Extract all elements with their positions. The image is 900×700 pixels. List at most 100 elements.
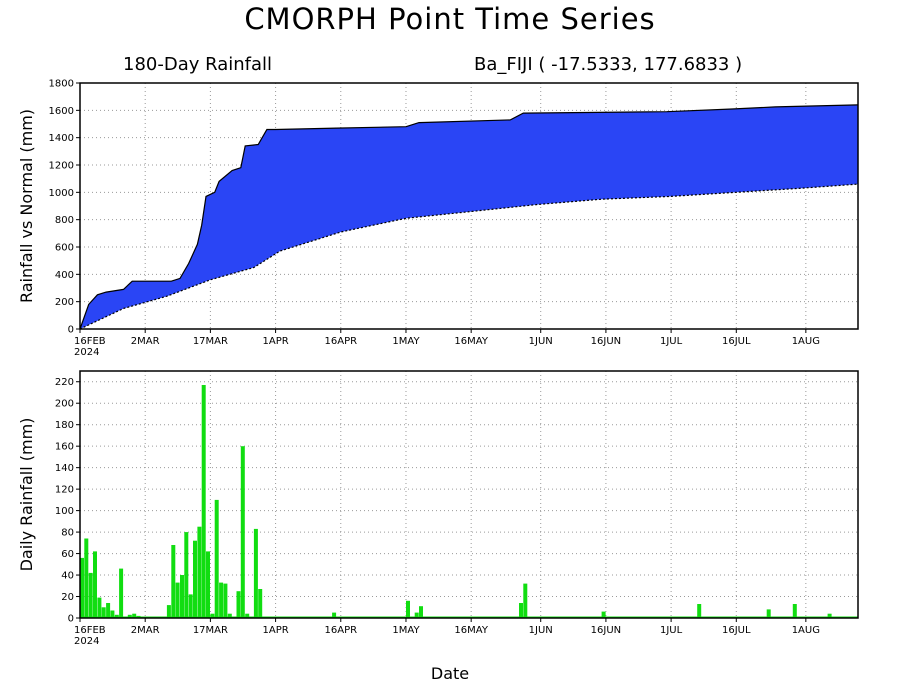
x-tick-label: 1MAY xyxy=(392,625,420,636)
daily-rainfall-bar xyxy=(127,614,132,618)
x-tick-label: 16MAY xyxy=(454,625,488,636)
y-tick-label: 160 xyxy=(55,442,74,453)
daily-rainfall-bar xyxy=(106,603,111,618)
plot-frame xyxy=(79,82,859,330)
x-tick-label: 16MAY xyxy=(454,336,488,347)
daily-rainfall-bar xyxy=(240,446,245,618)
x-tick-label: 2MAR xyxy=(131,625,160,636)
x-tick-label: 16JUL xyxy=(722,336,751,347)
x-tick-label: 16JUN xyxy=(591,336,621,347)
daily-rainfall-bar xyxy=(601,611,606,618)
y-tick-label: 220 xyxy=(55,377,74,388)
daily-rainfall-bar xyxy=(414,612,419,618)
daily-rainfall-bar xyxy=(210,613,215,618)
x-tick-label: 16APR xyxy=(325,625,358,636)
y-tick-label: 120 xyxy=(55,485,74,496)
daily-rainfall-bar xyxy=(766,609,771,618)
daily-rainfall-bar xyxy=(84,538,89,618)
daily-rainfall-bar xyxy=(114,614,119,618)
daily-rainfall-bar xyxy=(93,551,97,618)
x-tick-label: 1APR xyxy=(262,336,288,347)
x-tick-label: 1AUG xyxy=(792,336,820,347)
x-tick-label: 1JUN xyxy=(529,336,553,347)
y-tick-label: 1800 xyxy=(49,79,74,90)
chart-title: CMORPH Point Time Series xyxy=(244,2,656,36)
x-tick-label: 1JUL xyxy=(660,625,683,636)
x-tick-label: 17MAR xyxy=(193,336,228,347)
daily-rainfall-bar xyxy=(419,606,423,618)
daily-rainfall-bar xyxy=(180,575,184,618)
y-tick-label: 180 xyxy=(55,420,74,431)
x-tick-label: 1JUL xyxy=(660,336,683,347)
x-tick-label: 16APR xyxy=(325,336,358,347)
daily-rainfall-bar xyxy=(188,594,193,618)
daily-rainfall-bar xyxy=(201,385,206,618)
daily-rainfall-bar xyxy=(197,526,202,618)
x-tick-label: 2MAR xyxy=(131,336,160,347)
y-tick-label: 1600 xyxy=(49,106,74,117)
x-tick-label: 1APR xyxy=(262,625,288,636)
x-tick-label: 1AUG xyxy=(792,625,820,636)
y-tick-label: 80 xyxy=(61,528,74,539)
x-tick-label: 16JUN xyxy=(591,625,621,636)
y-tick-label: 600 xyxy=(55,243,74,254)
y-axis-label: Daily Rainfall (mm) xyxy=(17,418,36,572)
y-tick-label: 0 xyxy=(68,325,74,336)
x-tick-label: 16FEB xyxy=(74,625,106,636)
daily-rainfall-bar xyxy=(206,551,210,618)
daily-rainfall-bar xyxy=(236,591,241,618)
daily-rainfall-bar xyxy=(519,603,523,618)
daily-rainfall-bar xyxy=(219,582,224,618)
accumulated-rainfall-panel: 0 200 400 600 800 1000 1200 1400 1600 1800 16FEB20… xyxy=(17,79,859,358)
daily-rainfall-bar xyxy=(792,604,797,618)
x-tick-label: 1JUN xyxy=(529,625,553,636)
daily-rainfall-bar xyxy=(193,540,197,618)
x-axis-label: Date xyxy=(430,664,470,683)
daily-rainfall-bar xyxy=(227,613,232,618)
daily-rainfall-bar xyxy=(184,532,189,618)
daily-rainfall-bar xyxy=(132,613,137,618)
y-tick-label: 20 xyxy=(61,592,74,603)
daily-rainfall-bar xyxy=(332,612,337,618)
daily-rainfall-bar xyxy=(697,604,702,618)
daily-rainfall-bar xyxy=(827,613,832,618)
daily-rainfall-bar xyxy=(258,589,263,618)
daily-rainfall-bar xyxy=(171,545,176,618)
rainfall-surplus-area xyxy=(80,104,858,330)
y-tick-label: 100 xyxy=(55,506,74,517)
y-axis-label: Rainfall vs Normal (mm) xyxy=(17,109,36,303)
chart-subtitle-left: 180-Day Rainfall xyxy=(123,54,273,75)
daily-rainfall-bar xyxy=(119,568,124,618)
y-tick-label: 1200 xyxy=(49,161,74,172)
daily-rainfall-bar xyxy=(214,499,219,618)
y-tick-label: 800 xyxy=(55,215,74,226)
daily-rainfall-bar xyxy=(88,572,93,618)
daily-rainfall-bar xyxy=(523,583,528,618)
x-tick-label: 1MAY xyxy=(392,336,420,347)
daily-rainfall-bar xyxy=(101,607,106,618)
daily-rainfall-bar xyxy=(166,605,171,618)
daily-rainfall-bar xyxy=(80,557,84,618)
accumulated-rainfall-line xyxy=(79,104,859,330)
daily-rainfall-bar xyxy=(245,613,250,618)
y-tick-label: 60 xyxy=(61,549,74,560)
y-tick-label: 140 xyxy=(55,463,74,474)
chart-subtitle-right: Ba_FIJI ( -17.5333, 177.6833 ) xyxy=(474,54,743,75)
plot-frame xyxy=(79,370,859,619)
y-tick-label: 40 xyxy=(61,571,74,582)
daily-rainfall-bar xyxy=(110,610,115,618)
daily-rainfall-bar xyxy=(406,600,410,618)
x-tick-label: 16FEB xyxy=(74,336,106,347)
x-tick-label: 16JUL xyxy=(722,625,751,636)
x-tick-year-label: 2024 xyxy=(74,347,99,358)
x-tick-year-label: 2024 xyxy=(74,636,99,647)
accumulated-normal-line xyxy=(79,183,859,330)
y-tick-label: 1000 xyxy=(49,188,74,199)
y-tick-label: 200 xyxy=(55,399,74,410)
y-tick-label: 200 xyxy=(55,297,74,308)
y-tick-label: 400 xyxy=(55,270,74,281)
daily-rainfall-bar xyxy=(253,528,258,618)
daily-rainfall-bar xyxy=(175,582,180,618)
